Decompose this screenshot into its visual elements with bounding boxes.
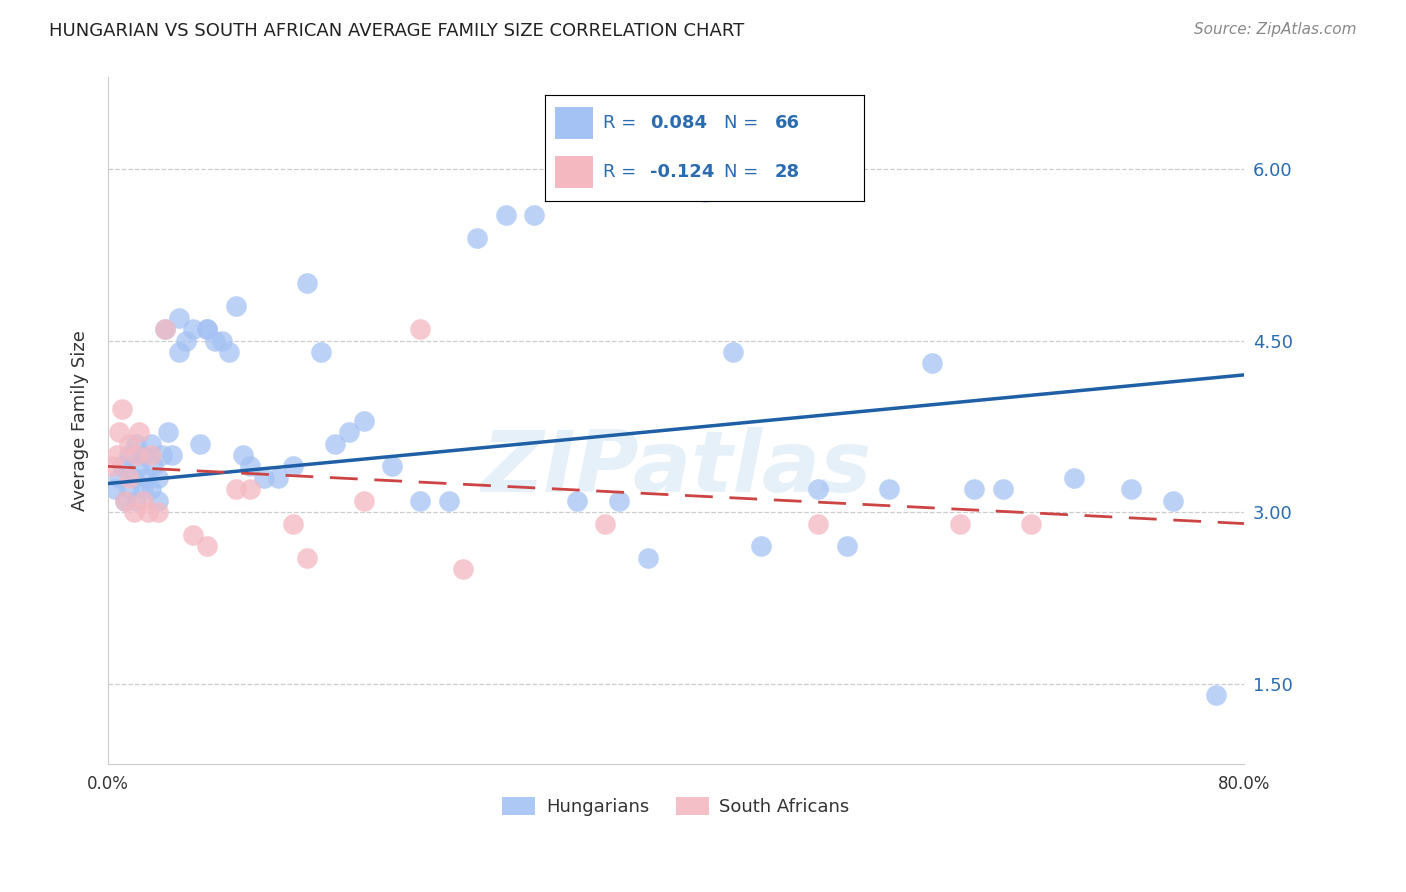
Point (281, 516, 304, 531)
Point (122, 471, 145, 485)
Point (339, 425, 361, 439)
Point (181, 322, 204, 336)
Point (267, 471, 290, 485)
Point (693, 185, 716, 199)
Y-axis label: Average Family Size: Average Family Size (72, 330, 89, 511)
Point (156, 425, 179, 439)
Text: ZIPatlas: ZIPatlas (481, 427, 872, 510)
Point (949, 516, 972, 531)
Point (1063, 471, 1085, 485)
Point (104, 483, 127, 497)
Point (197, 322, 219, 336)
Point (323, 436, 346, 450)
Point (225, 299, 247, 313)
Point (146, 493, 169, 508)
Point (128, 459, 150, 474)
Point (101, 459, 124, 474)
Point (211, 334, 233, 348)
Text: Source: ZipAtlas.com: Source: ZipAtlas.com (1194, 22, 1357, 37)
Point (197, 322, 219, 336)
Point (118, 436, 141, 450)
Point (309, 345, 332, 359)
Point (139, 436, 162, 450)
Point (114, 493, 136, 508)
Point (807, 483, 830, 497)
Point (451, 562, 474, 576)
Point (125, 436, 148, 450)
Point (132, 483, 155, 497)
Point (150, 448, 173, 462)
Point (295, 550, 318, 565)
Point (218, 345, 240, 359)
Point (128, 425, 150, 439)
Point (111, 459, 134, 474)
Point (963, 483, 986, 497)
Legend: Hungarians, South Africans: Hungarians, South Africans (495, 789, 858, 823)
Point (409, 493, 432, 508)
Point (139, 483, 162, 497)
Point (465, 230, 488, 244)
Point (749, 540, 772, 554)
Point (105, 448, 128, 462)
Point (135, 471, 157, 485)
Point (1119, 483, 1142, 497)
Point (146, 505, 169, 519)
Point (153, 322, 176, 336)
Point (835, 540, 858, 554)
Point (111, 402, 134, 417)
Point (593, 516, 616, 531)
Point (921, 356, 943, 370)
Point (232, 448, 254, 462)
Point (779, 151, 801, 165)
Point (565, 493, 588, 508)
Point (637, 550, 659, 565)
Point (204, 334, 226, 348)
Point (523, 208, 546, 222)
Point (877, 483, 900, 497)
Point (167, 345, 190, 359)
Point (108, 425, 131, 439)
Point (139, 448, 162, 462)
Point (136, 505, 159, 519)
Point (253, 471, 276, 485)
Point (239, 483, 262, 497)
Point (114, 493, 136, 508)
Point (153, 322, 176, 336)
Point (437, 493, 460, 508)
Point (174, 334, 197, 348)
Point (239, 459, 262, 474)
Point (281, 459, 304, 474)
Point (125, 493, 148, 508)
Point (721, 345, 744, 359)
Point (353, 493, 375, 508)
Point (1019, 516, 1042, 531)
Point (146, 471, 169, 485)
Point (1161, 493, 1184, 508)
Point (197, 540, 219, 554)
Point (495, 208, 517, 222)
Point (607, 493, 630, 508)
Point (160, 448, 183, 462)
Point (118, 483, 141, 497)
Point (142, 459, 165, 474)
Point (118, 471, 141, 485)
Point (132, 493, 155, 508)
Point (295, 277, 318, 291)
Point (409, 322, 432, 336)
Point (167, 310, 190, 325)
Point (108, 471, 131, 485)
Point (122, 505, 145, 519)
Point (118, 448, 141, 462)
Point (181, 528, 204, 542)
Point (132, 448, 155, 462)
Point (807, 516, 830, 531)
Text: HUNGARIAN VS SOUTH AFRICAN AVERAGE FAMILY SIZE CORRELATION CHART: HUNGARIAN VS SOUTH AFRICAN AVERAGE FAMIL… (49, 22, 744, 40)
Point (353, 414, 375, 428)
Point (381, 459, 404, 474)
Point (125, 448, 148, 462)
Point (225, 483, 247, 497)
Point (188, 436, 211, 450)
Point (1205, 688, 1227, 702)
Point (991, 483, 1014, 497)
